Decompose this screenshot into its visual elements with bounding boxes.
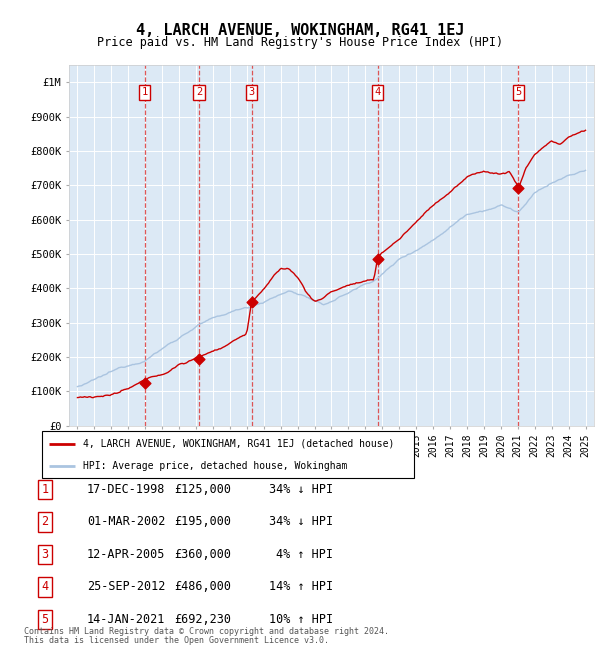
Text: HPI: Average price, detached house, Wokingham: HPI: Average price, detached house, Woki… (83, 461, 347, 471)
Point (373, 254, 383, 264)
Text: 12-APR-2005: 12-APR-2005 (87, 548, 166, 561)
Text: 4, LARCH AVENUE, WOKINGHAM, RG41 1EJ: 4, LARCH AVENUE, WOKINGHAM, RG41 1EJ (136, 23, 464, 38)
Text: £486,000: £486,000 (174, 580, 231, 593)
Text: 01-MAR-2002: 01-MAR-2002 (87, 515, 166, 528)
Text: 14-JAN-2021: 14-JAN-2021 (87, 613, 166, 626)
Text: 10% ↑ HPI: 10% ↑ HPI (269, 613, 333, 626)
Text: 4: 4 (41, 580, 49, 593)
Text: £360,000: £360,000 (174, 548, 231, 561)
Text: 34% ↓ HPI: 34% ↓ HPI (269, 483, 333, 496)
Text: 2: 2 (196, 88, 202, 97)
Text: 14% ↑ HPI: 14% ↑ HPI (269, 580, 333, 593)
Text: 25-SEP-2012: 25-SEP-2012 (87, 580, 166, 593)
Point (514, 183, 523, 193)
Text: 34% ↓ HPI: 34% ↓ HPI (269, 515, 333, 528)
Text: 17-DEC-1998: 17-DEC-1998 (87, 483, 166, 496)
Text: 4% ↑ HPI: 4% ↑ HPI (276, 548, 333, 561)
Text: £692,230: £692,230 (174, 613, 231, 626)
Text: 5: 5 (41, 613, 49, 626)
FancyBboxPatch shape (42, 431, 414, 478)
Text: £195,000: £195,000 (174, 515, 231, 528)
Text: 5: 5 (515, 88, 521, 97)
Text: This data is licensed under the Open Government Licence v3.0.: This data is licensed under the Open Gov… (24, 636, 329, 645)
Text: Contains HM Land Registry data © Crown copyright and database right 2024.: Contains HM Land Registry data © Crown c… (24, 627, 389, 636)
Text: Price paid vs. HM Land Registry's House Price Index (HPI): Price paid vs. HM Land Registry's House … (97, 36, 503, 49)
Point (247, 297, 256, 307)
Text: 3: 3 (248, 88, 254, 97)
Text: 4, LARCH AVENUE, WOKINGHAM, RG41 1EJ (detached house): 4, LARCH AVENUE, WOKINGHAM, RG41 1EJ (de… (83, 439, 394, 448)
Point (140, 378, 149, 388)
Text: 3: 3 (41, 548, 49, 561)
Text: 1: 1 (142, 88, 148, 97)
Text: £125,000: £125,000 (174, 483, 231, 496)
Text: 1: 1 (41, 483, 49, 496)
Point (194, 354, 203, 364)
Text: 4: 4 (374, 88, 381, 97)
Text: 2: 2 (41, 515, 49, 528)
